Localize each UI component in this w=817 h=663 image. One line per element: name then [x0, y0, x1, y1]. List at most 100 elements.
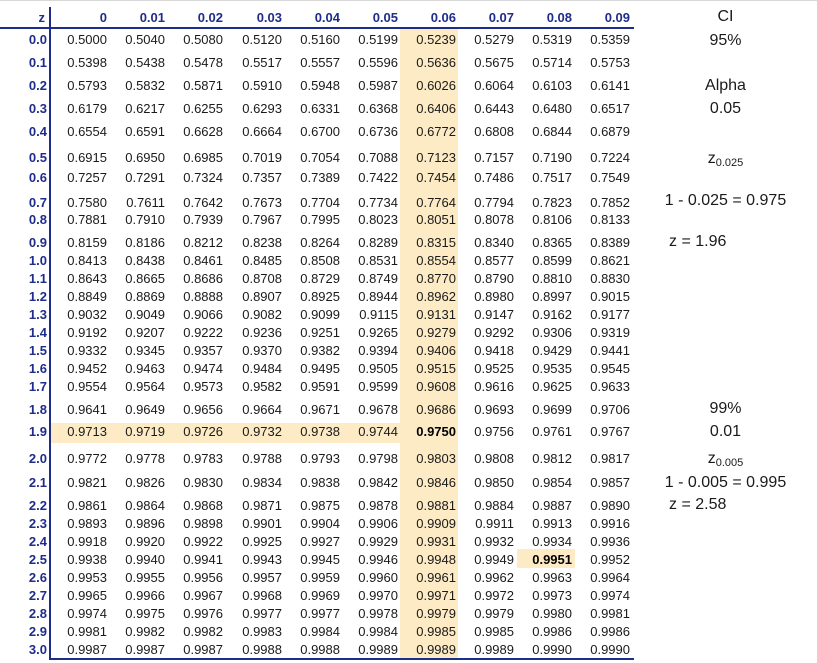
- probability-cell: 0.7324: [183, 170, 223, 185]
- probability-cell: 0.9949: [474, 552, 514, 567]
- bottom-rule: [49, 658, 634, 660]
- probability-cell: 0.9582: [242, 379, 282, 394]
- probability-cell: 0.5080: [183, 32, 223, 47]
- probability-cell: 0.7257: [67, 170, 107, 185]
- column-header: 0.06: [430, 10, 456, 25]
- probability-cell: 0.8980: [474, 289, 514, 304]
- z-value: 2.2: [28, 498, 47, 513]
- probability-cell: 0.8106: [532, 212, 572, 227]
- probability-cell: 0.8389: [590, 235, 630, 250]
- probability-cell: 0.9525: [474, 361, 514, 376]
- probability-cell: 0.9049: [125, 307, 165, 322]
- probability-cell: 0.9772: [67, 451, 107, 466]
- probability-cell: 0.9969: [300, 588, 340, 603]
- probability-cell: 0.8340: [474, 235, 514, 250]
- probability-cell: 0.9979: [416, 606, 456, 621]
- probability-cell: 0.5000: [67, 32, 107, 47]
- probability-cell: 0.9904: [300, 516, 340, 531]
- column-header: 0.05: [372, 10, 398, 25]
- probability-cell: 0.9826: [125, 475, 165, 490]
- probability-cell: 0.9988: [242, 642, 282, 657]
- probability-cell: 0.9968: [242, 588, 282, 603]
- probability-cell: 0.9756: [474, 424, 514, 439]
- probability-cell: 0.8413: [67, 253, 107, 268]
- probability-cell: 0.9345: [125, 343, 165, 358]
- probability-cell: 0.9812: [532, 451, 572, 466]
- probability-cell: 0.9382: [300, 343, 340, 358]
- probability-cell: 0.7454: [416, 170, 456, 185]
- probability-cell: 0.9987: [125, 642, 165, 657]
- z-value: 1.2: [28, 289, 47, 304]
- probability-cell: 0.8051: [416, 212, 456, 227]
- probability-cell: 0.7054: [300, 150, 340, 165]
- probability-cell: 0.7910: [125, 212, 165, 227]
- probability-cell: 0.9974: [590, 588, 630, 603]
- probability-cell: 0.5199: [358, 32, 398, 47]
- z-value: 2.6: [28, 570, 47, 585]
- probability-cell: 0.9861: [67, 498, 107, 513]
- probability-cell: 0.9973: [532, 588, 572, 603]
- probability-cell: 0.9292: [474, 325, 514, 340]
- probability-cell: 0.9744: [358, 424, 398, 439]
- probability-cell: 0.7704: [300, 195, 340, 210]
- probability-cell: 0.9946: [358, 552, 398, 567]
- probability-cell: 0.7734: [358, 195, 398, 210]
- probability-cell: 0.8621: [590, 253, 630, 268]
- alpha-05: 0.05: [709, 100, 742, 117]
- z-value: 2.4: [28, 534, 47, 549]
- probability-cell: 0.8770: [416, 271, 456, 286]
- probability-cell: 0.9370: [242, 343, 282, 358]
- probability-cell: 0.9934: [532, 534, 572, 549]
- z-critical-1: z0.025: [634, 150, 817, 169]
- probability-cell: 0.9990: [590, 642, 630, 657]
- probability-cell: 0.9394: [358, 343, 398, 358]
- alpha-01: 0.01: [709, 423, 742, 440]
- probability-cell: 0.9732: [242, 424, 282, 439]
- probability-cell: 0.6064: [474, 78, 514, 93]
- probability-cell: 0.9803: [416, 451, 456, 466]
- column-header: 0.01: [139, 10, 165, 25]
- probability-cell: 0.9936: [590, 534, 630, 549]
- probability-cell: 0.7939: [183, 212, 223, 227]
- probability-cell: 0.9554: [67, 379, 107, 394]
- z-symbol-2: z: [707, 450, 716, 467]
- side-panel: CI 95% Alpha 0.05 z0.025 1 - 0.025 = 0.9…: [634, 0, 817, 663]
- z-critical-2: z0.005: [634, 450, 817, 469]
- probability-cell: 0.5871: [183, 78, 223, 93]
- probability-cell: 0.8531: [358, 253, 398, 268]
- probability-cell: 0.9671: [300, 402, 340, 417]
- probability-cell: 0.6844: [532, 124, 572, 139]
- z-value: 1.9: [28, 424, 47, 439]
- probability-cell: 0.5636: [416, 55, 456, 70]
- probability-cell: 0.9913: [532, 516, 572, 531]
- probability-cell: 0.9951: [532, 552, 572, 567]
- probability-cell: 0.7422: [358, 170, 398, 185]
- calc-2: 1 - 0.005 = 0.995: [664, 474, 787, 491]
- probability-cell: 0.9967: [183, 588, 223, 603]
- probability-cell: 0.9976: [183, 606, 223, 621]
- probability-cell: 0.9032: [67, 307, 107, 322]
- probability-cell: 0.9984: [300, 624, 340, 639]
- probability-cell: 0.9726: [183, 424, 223, 439]
- probability-cell: 0.9099: [300, 307, 340, 322]
- probability-cell: 0.6026: [416, 78, 456, 93]
- z-value: 0.3: [28, 101, 47, 116]
- probability-cell: 0.7764: [416, 195, 456, 210]
- probability-cell: 0.9985: [416, 624, 456, 639]
- probability-cell: 0.9957: [242, 570, 282, 585]
- probability-cell: 0.9279: [416, 325, 456, 340]
- z-value: 2.3: [28, 516, 47, 531]
- probability-cell: 0.8869: [125, 289, 165, 304]
- probability-cell: 0.8577: [474, 253, 514, 268]
- probability-cell: 0.7967: [242, 212, 282, 227]
- probability-cell: 0.5596: [358, 55, 398, 70]
- probability-cell: 0.9977: [300, 606, 340, 621]
- probability-cell: 0.9082: [242, 307, 282, 322]
- probability-cell: 0.5478: [183, 55, 223, 70]
- probability-cell: 0.6179: [67, 101, 107, 116]
- probability-cell: 0.9955: [125, 570, 165, 585]
- probability-cell: 0.5438: [125, 55, 165, 70]
- probability-cell: 0.7580: [67, 195, 107, 210]
- probability-cell: 0.9441: [590, 343, 630, 358]
- probability-cell: 0.6628: [183, 124, 223, 139]
